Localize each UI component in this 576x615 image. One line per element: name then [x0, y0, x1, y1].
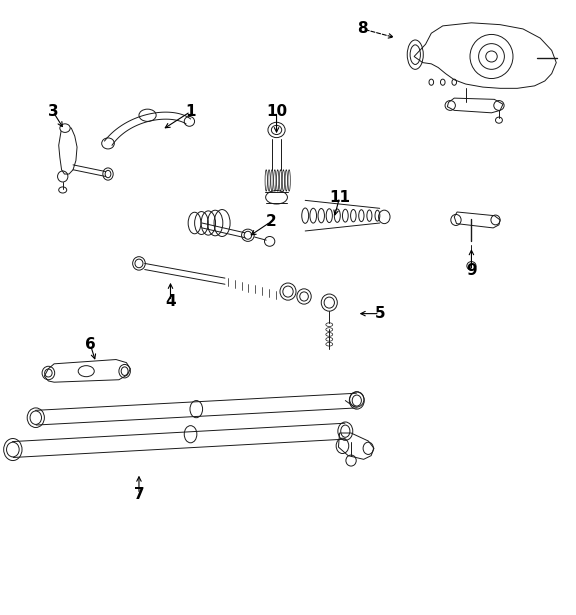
Text: 1: 1 [185, 104, 196, 119]
Text: 2: 2 [266, 214, 276, 229]
Text: 7: 7 [134, 486, 144, 502]
Text: 6: 6 [85, 337, 96, 352]
Text: 10: 10 [266, 104, 287, 119]
Ellipse shape [60, 124, 70, 132]
Text: 4: 4 [165, 294, 176, 309]
Text: 9: 9 [466, 263, 477, 278]
Text: 8: 8 [357, 22, 368, 36]
Text: 3: 3 [48, 104, 58, 119]
Text: 11: 11 [329, 190, 350, 205]
Text: 5: 5 [374, 306, 385, 321]
